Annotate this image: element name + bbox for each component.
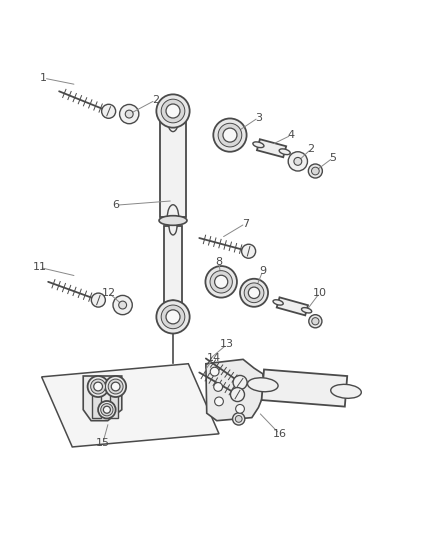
Text: 8: 8	[215, 257, 223, 267]
Ellipse shape	[159, 216, 187, 225]
Circle shape	[214, 383, 223, 391]
Circle shape	[119, 301, 127, 309]
Circle shape	[312, 318, 319, 325]
Circle shape	[236, 405, 244, 413]
Circle shape	[125, 110, 133, 118]
Polygon shape	[92, 378, 101, 418]
Ellipse shape	[273, 300, 283, 305]
Ellipse shape	[301, 308, 312, 313]
Circle shape	[98, 401, 116, 418]
Ellipse shape	[279, 149, 290, 155]
Circle shape	[166, 104, 180, 118]
Text: 9: 9	[259, 266, 266, 276]
Text: 7: 7	[242, 219, 249, 229]
Polygon shape	[277, 297, 308, 316]
Circle shape	[218, 123, 242, 147]
Circle shape	[311, 167, 319, 175]
Text: 12: 12	[102, 288, 116, 298]
Text: 2: 2	[152, 95, 159, 105]
Polygon shape	[83, 376, 122, 421]
Circle shape	[210, 367, 219, 376]
Circle shape	[309, 314, 322, 328]
Text: 14: 14	[207, 353, 221, 362]
Polygon shape	[164, 226, 182, 309]
Ellipse shape	[167, 106, 179, 132]
Text: 1: 1	[40, 73, 47, 83]
Polygon shape	[158, 101, 188, 121]
Circle shape	[88, 376, 109, 397]
Polygon shape	[42, 364, 219, 447]
Polygon shape	[257, 139, 286, 157]
Text: 3: 3	[255, 112, 262, 123]
Polygon shape	[206, 359, 265, 421]
Circle shape	[105, 376, 126, 397]
Circle shape	[205, 266, 237, 297]
Text: 2: 2	[307, 144, 314, 154]
Ellipse shape	[167, 205, 179, 230]
Circle shape	[233, 413, 245, 425]
Circle shape	[91, 379, 106, 394]
Circle shape	[235, 416, 242, 422]
Circle shape	[161, 99, 185, 123]
Circle shape	[113, 295, 132, 314]
Circle shape	[240, 279, 268, 307]
Circle shape	[215, 397, 223, 406]
Circle shape	[120, 104, 139, 124]
Circle shape	[94, 382, 102, 391]
Circle shape	[108, 379, 123, 394]
Circle shape	[210, 271, 233, 293]
Circle shape	[156, 94, 190, 128]
Circle shape	[230, 387, 244, 401]
Text: 16: 16	[272, 429, 286, 439]
Ellipse shape	[169, 217, 177, 235]
Circle shape	[166, 310, 180, 324]
Polygon shape	[160, 119, 186, 217]
Circle shape	[102, 104, 116, 118]
Circle shape	[156, 300, 190, 334]
Ellipse shape	[253, 142, 264, 148]
Circle shape	[244, 283, 264, 303]
Circle shape	[223, 128, 237, 142]
Polygon shape	[110, 378, 118, 418]
Polygon shape	[261, 369, 347, 407]
Text: 6: 6	[113, 200, 120, 210]
Text: 15: 15	[96, 438, 110, 448]
Circle shape	[233, 375, 247, 390]
Circle shape	[111, 382, 120, 391]
Circle shape	[248, 287, 260, 298]
Ellipse shape	[247, 378, 278, 392]
Circle shape	[101, 403, 113, 416]
Text: 5: 5	[329, 153, 336, 163]
Text: 4: 4	[288, 130, 295, 140]
Circle shape	[92, 293, 106, 307]
Text: 10: 10	[313, 288, 327, 298]
Circle shape	[103, 406, 110, 413]
Circle shape	[161, 305, 185, 329]
Ellipse shape	[169, 300, 177, 318]
Text: 13: 13	[220, 340, 234, 350]
Polygon shape	[158, 311, 188, 327]
Circle shape	[308, 164, 322, 178]
Circle shape	[242, 244, 256, 259]
Circle shape	[213, 118, 247, 152]
Ellipse shape	[331, 384, 361, 398]
Circle shape	[294, 157, 302, 165]
Text: 11: 11	[32, 262, 46, 272]
Circle shape	[215, 275, 228, 288]
Circle shape	[288, 152, 307, 171]
